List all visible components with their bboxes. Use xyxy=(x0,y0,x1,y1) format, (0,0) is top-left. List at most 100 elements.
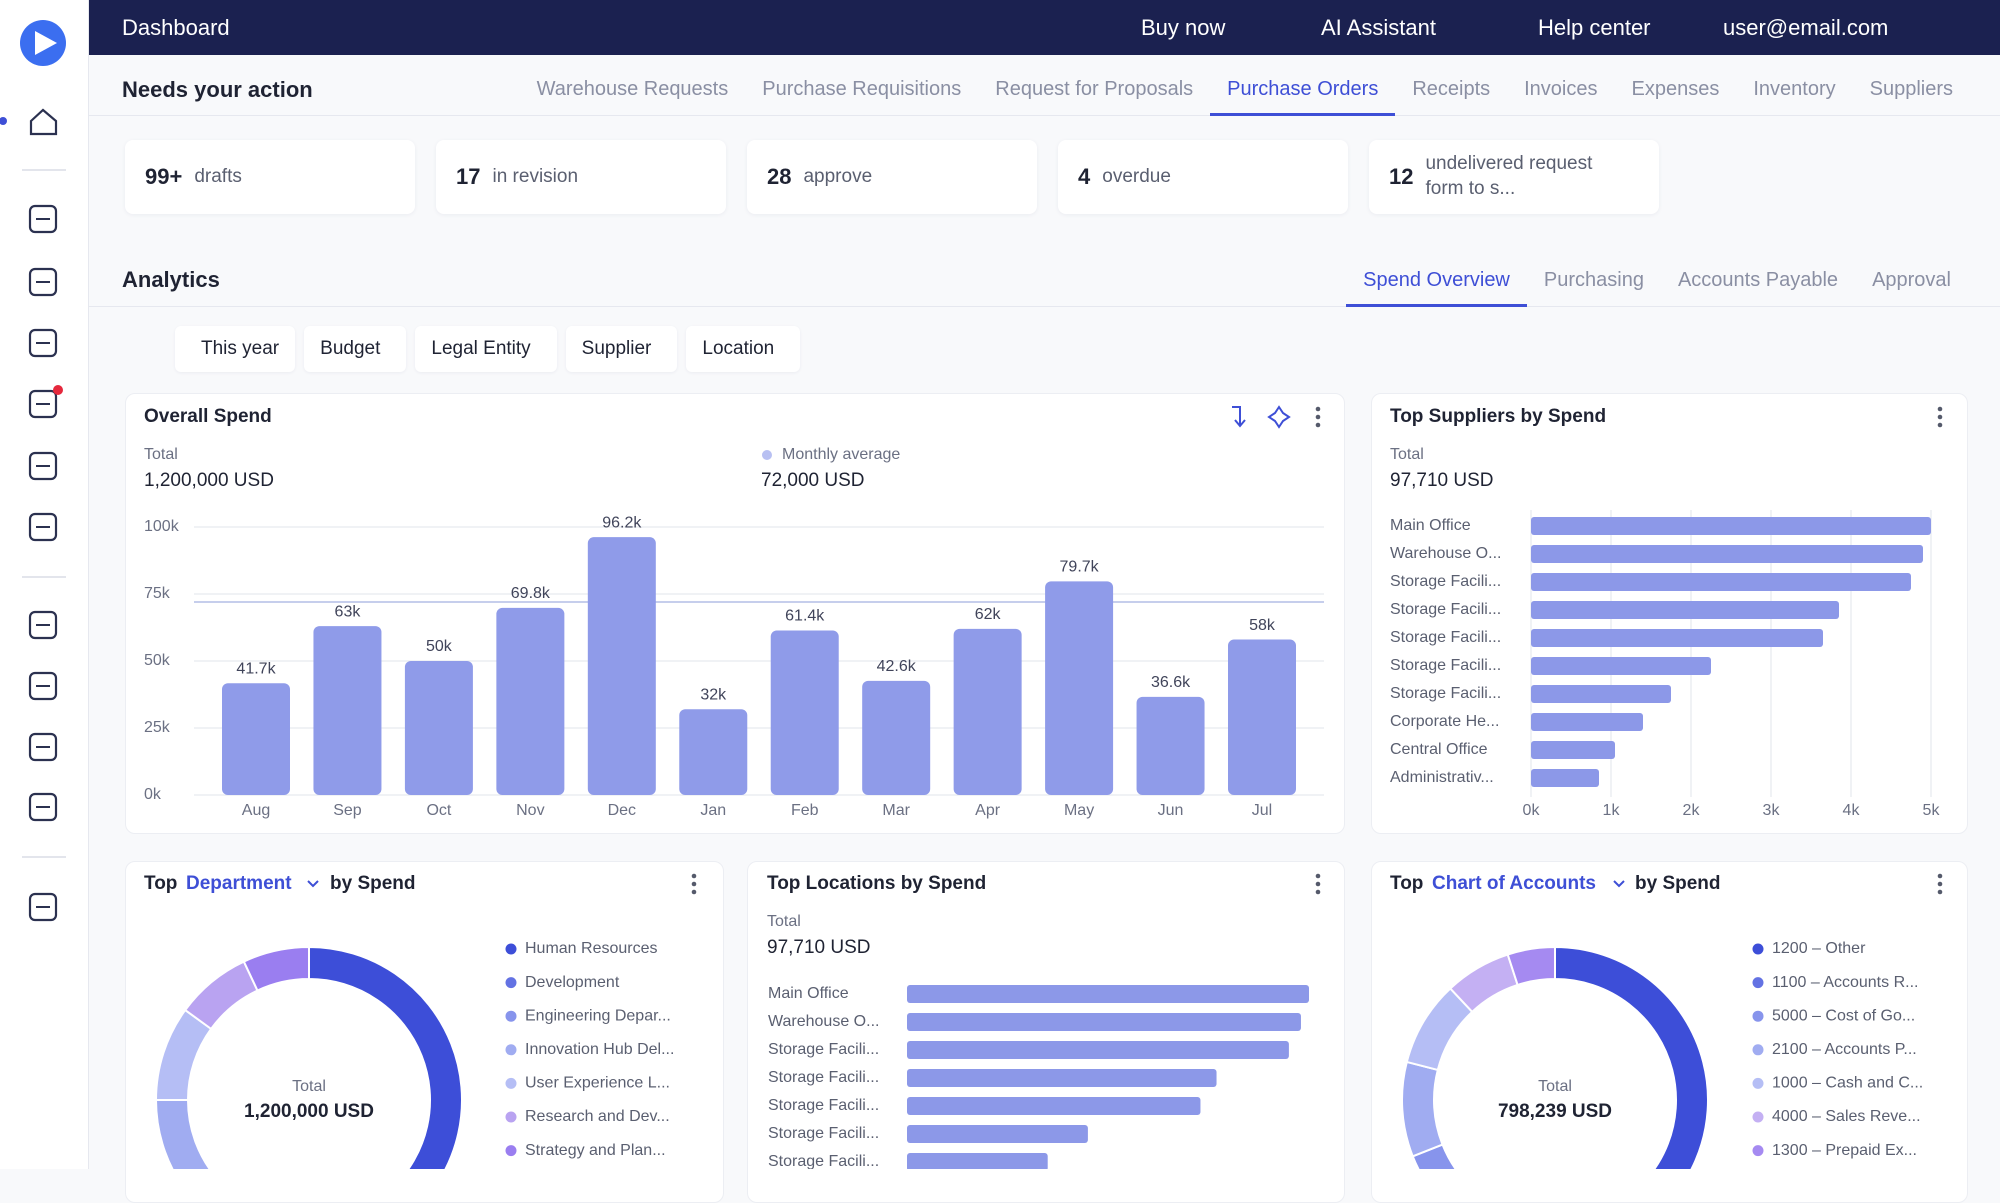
legend-dot xyxy=(505,977,517,989)
bar xyxy=(907,1069,1217,1087)
card-label: undelivered request form to s... xyxy=(1425,153,1593,199)
total-value: 1,200,000 USD xyxy=(244,1101,374,1122)
legend-label: Research and Dev... xyxy=(525,1108,670,1125)
action-card[interactable]: 12 undelivered request form to s... xyxy=(1369,140,1659,214)
logo-mark xyxy=(35,31,57,55)
nav-icon[interactable] xyxy=(28,610,58,640)
nav-icon[interactable] xyxy=(28,671,58,701)
header-action[interactable]: AI Assistant xyxy=(1309,0,1436,55)
filter-chip[interactable]: Budget xyxy=(304,326,407,372)
menu-button[interactable] xyxy=(1937,873,1943,895)
x-tick-label: 1k xyxy=(1603,802,1621,819)
action-card[interactable]: 17 in revision xyxy=(436,140,726,214)
user-menu[interactable]: user@email.com xyxy=(1723,0,1904,55)
nav-icon[interactable] xyxy=(28,892,58,922)
legend-label: Human Resources xyxy=(525,940,658,957)
tab[interactable]: Warehouse Requests xyxy=(536,78,729,100)
nav-icon[interactable] xyxy=(28,389,58,419)
legend-dot xyxy=(1752,1044,1764,1056)
nav-icon[interactable] xyxy=(28,328,58,358)
tab[interactable]: Invoices xyxy=(1524,78,1598,100)
category-label: Corporate He... xyxy=(1390,713,1499,730)
menu-dot xyxy=(1315,414,1321,420)
analytics-row xyxy=(89,256,2000,307)
tab[interactable]: Accounts Payable xyxy=(1677,268,1839,291)
menu-button[interactable] xyxy=(1937,406,1943,428)
category-label: Storage Facili... xyxy=(768,1097,879,1114)
menu-dot xyxy=(1315,422,1321,428)
action-card[interactable]: 99+ drafts xyxy=(125,140,415,214)
legend-dot xyxy=(505,943,517,955)
x-tick-label: Nov xyxy=(516,802,544,819)
legend-dot xyxy=(1752,1111,1764,1123)
legend-dot xyxy=(1752,1145,1764,1157)
module-tabs: Warehouse Requests Purchase Requisitions R… xyxy=(520,66,1970,116)
card-count: 4 xyxy=(1078,164,1091,189)
action-card[interactable]: 4 overdue xyxy=(1058,140,1348,214)
filter-chip[interactable]: Location xyxy=(686,326,801,372)
x-tick-label: 0k xyxy=(1523,802,1541,819)
nav-icon[interactable] xyxy=(28,204,58,234)
panel-action[interactable] xyxy=(1232,406,1246,428)
tab[interactable]: Approval xyxy=(1872,268,1951,291)
notification-dot xyxy=(53,385,63,395)
menu-dot xyxy=(1937,414,1943,420)
nav-icon[interactable] xyxy=(28,267,58,297)
nav-icon[interactable] xyxy=(28,792,58,822)
y-tick-label: 0k xyxy=(144,786,162,803)
tab[interactable]: Purchase Requisitions xyxy=(762,78,962,100)
bar xyxy=(1531,769,1599,787)
header-action[interactable]: Help center xyxy=(1526,0,1651,55)
menu-dot xyxy=(1937,873,1943,879)
menu-dot xyxy=(1315,873,1321,879)
nav-icon[interactable] xyxy=(28,451,58,481)
top-bar xyxy=(89,0,2000,55)
tab[interactable]: Request for Proposals xyxy=(995,78,1194,100)
bar xyxy=(770,630,839,795)
tab[interactable]: Expenses xyxy=(1631,78,1720,100)
dimension-chevron[interactable] xyxy=(1613,880,1625,888)
tab[interactable]: Purchase Orders xyxy=(1210,66,1396,116)
header-title: Dashboard xyxy=(122,15,230,40)
legend-label: Development xyxy=(525,974,620,991)
menu-button[interactable] xyxy=(1315,873,1321,895)
nav-icon[interactable] xyxy=(28,512,58,542)
tab[interactable]: Suppliers xyxy=(1869,78,1953,100)
tab[interactable]: Spend Overview xyxy=(1346,256,1527,307)
filter-label: Location xyxy=(702,338,775,359)
user-email: user@email.com xyxy=(1723,14,1889,40)
x-tick-label: Jan xyxy=(700,802,726,819)
menu-button[interactable] xyxy=(691,873,697,895)
x-tick-label: Apr xyxy=(975,802,1001,819)
header-action[interactable]: Buy now xyxy=(1129,0,1225,55)
dimension-chevron[interactable] xyxy=(307,880,319,888)
x-tick-label: Feb xyxy=(791,802,819,819)
tab[interactable]: Receipts xyxy=(1412,78,1491,100)
card-label: overdue xyxy=(1102,165,1171,187)
y-tick-label: 100k xyxy=(144,518,180,535)
nav-icon[interactable] xyxy=(29,108,58,136)
filter-bar: This year Budget Legal Entity Supplier Locat… xyxy=(175,326,801,372)
panel-action[interactable] xyxy=(1267,405,1291,429)
legend-label: 1100 – Accounts R... xyxy=(1772,974,1918,991)
panel-title: by Spend xyxy=(1635,873,1721,894)
legend-dot xyxy=(505,1010,517,1022)
y-tick-label: 50k xyxy=(144,652,171,669)
menu-button[interactable] xyxy=(1315,406,1321,428)
bar xyxy=(1531,657,1711,675)
tab[interactable]: Purchasing xyxy=(1543,268,1644,291)
bar xyxy=(907,1125,1088,1143)
analytics-tabs: Spend Overview Purchasing Accounts Payable… xyxy=(1346,256,1968,307)
filter-chip[interactable]: Supplier xyxy=(565,326,678,372)
donut-slice xyxy=(1554,945,1709,1169)
x-tick-label: 2k xyxy=(1683,802,1701,819)
value-label: 36.6k xyxy=(1151,674,1191,691)
tab[interactable]: Inventory xyxy=(1753,78,1836,100)
filter-chip[interactable]: Legal Entity xyxy=(415,326,557,372)
x-tick-label: May xyxy=(1064,802,1094,819)
filter-chip[interactable]: This year xyxy=(175,326,296,372)
category-label: Storage Facili... xyxy=(1390,629,1501,646)
action-card[interactable]: 28 approve xyxy=(747,140,1037,214)
nav-icon[interactable] xyxy=(28,732,58,762)
section-title: Analytics xyxy=(122,267,220,292)
